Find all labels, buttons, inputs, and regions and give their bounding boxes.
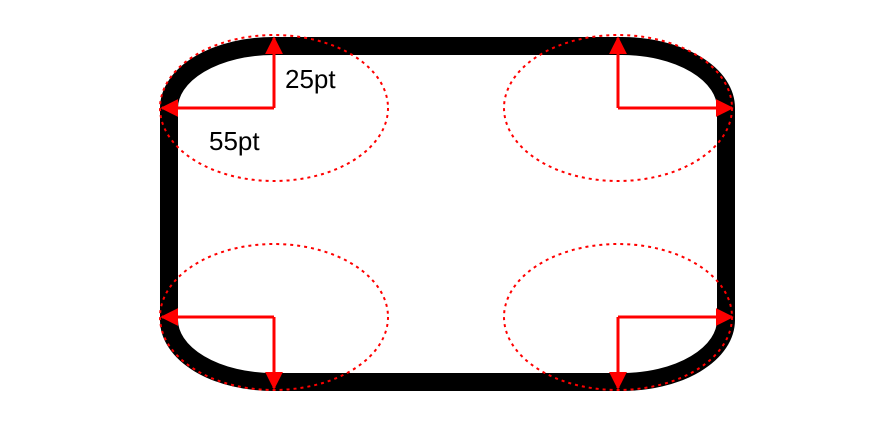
- radius-arrows-top-left: [160, 36, 283, 117]
- corner-ellipse-bottom-left: [159, 243, 389, 391]
- radius-arrows-bottom-left: [160, 308, 283, 390]
- vertical-radius-label: 25pt: [285, 64, 336, 94]
- radius-arrows-bottom-right: [609, 308, 734, 390]
- radius-arrows-top-right: [609, 36, 734, 117]
- horizontal-radius-label: 55pt: [209, 126, 260, 156]
- rounded-rectangle-border: [160, 37, 735, 391]
- corner-ellipse-top-left: [159, 34, 389, 182]
